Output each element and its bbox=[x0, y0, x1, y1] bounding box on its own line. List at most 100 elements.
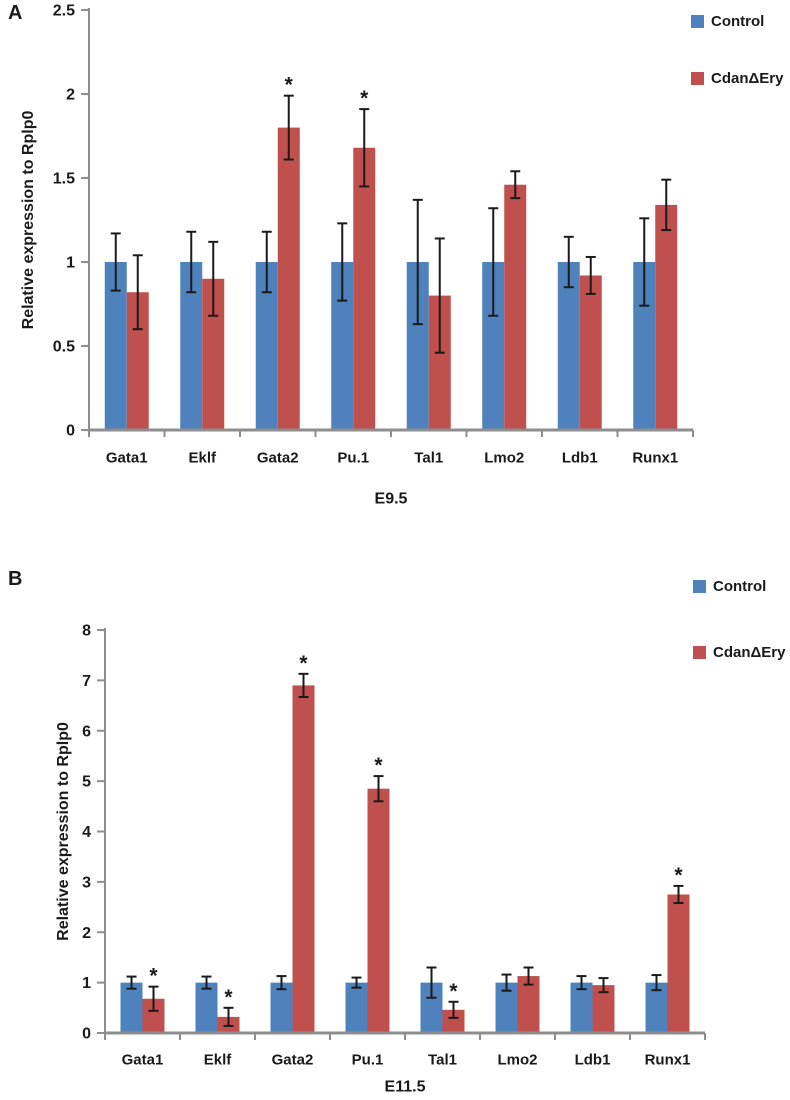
x-category-label-Ldb1: Ldb1 bbox=[575, 1051, 611, 1068]
y-tick-label-1: 1 bbox=[66, 255, 75, 272]
legend-label-cdan: CdanΔEry bbox=[711, 70, 784, 87]
bar-Control-Ldb1 bbox=[557, 262, 580, 430]
x-category-label-Gata1: Gata1 bbox=[106, 449, 148, 466]
y-tick-label-2: 2 bbox=[66, 87, 75, 104]
x-category-label-Eklf: Eklf bbox=[188, 449, 217, 466]
bar-Control-Tal1 bbox=[420, 982, 443, 1033]
bar-Control-Gata2 bbox=[270, 982, 293, 1033]
x-category-label-Gata2: Gata2 bbox=[272, 1051, 314, 1068]
legend-item-control: Control bbox=[691, 13, 783, 30]
bar-CdanΔEry-Lmo2 bbox=[517, 976, 540, 1033]
control-swatch-icon bbox=[693, 580, 706, 593]
legend-label-control: Control bbox=[711, 13, 765, 30]
significance-asterisk-CdanΔEry-Gata2: * bbox=[285, 74, 294, 97]
bar-Control-Pu.1 bbox=[345, 982, 368, 1033]
x-category-label-Gata2: Gata2 bbox=[257, 449, 299, 466]
x-axis-title: E11.5 bbox=[385, 1079, 426, 1096]
y-tick-label-4: 4 bbox=[82, 824, 91, 841]
bar-Control-Runx1 bbox=[645, 982, 668, 1033]
y-tick-label-0.5: 0.5 bbox=[53, 339, 75, 356]
error-bars-group: * * * * * * bbox=[126, 652, 684, 1027]
bar-CdanΔEry-Tal1 bbox=[442, 1009, 465, 1033]
bar-Control-Tal1 bbox=[406, 262, 429, 430]
bar-CdanΔEry-Tal1 bbox=[428, 295, 451, 430]
legend-item-cdan: CdanΔEry bbox=[691, 70, 783, 87]
y-tick-label-0: 0 bbox=[82, 1026, 91, 1043]
axes-group: 0 0.5 1 1.5 2 2.5 bbox=[53, 3, 694, 440]
bar-Control-Eklf bbox=[180, 262, 203, 430]
significance-asterisk-CdanΔEry-Gata1: * bbox=[149, 965, 158, 988]
y-tick-label-0: 0 bbox=[66, 423, 75, 440]
bar-CdanΔEry-Ldb1 bbox=[579, 275, 602, 430]
bar-CdanΔEry-Runx1 bbox=[655, 204, 678, 430]
panel-a-legend: Control CdanΔEry bbox=[691, 13, 783, 87]
bar-Control-Gata1 bbox=[104, 262, 127, 430]
bar-CdanΔEry-Pu.1 bbox=[353, 147, 376, 430]
cdan-swatch-icon bbox=[691, 72, 704, 85]
x-category-label-Eklf: Eklf bbox=[204, 1051, 233, 1068]
bar-CdanΔEry-Ldb1 bbox=[592, 985, 615, 1033]
x-axis-title: E9.5 bbox=[375, 491, 408, 508]
bar-Control-Ldb1 bbox=[570, 982, 593, 1033]
bar-CdanΔEry-Runx1 bbox=[667, 894, 690, 1033]
bar-Control-Eklf bbox=[195, 982, 218, 1033]
y-tick-label-7: 7 bbox=[82, 673, 91, 690]
legend-item-control: Control bbox=[693, 578, 785, 595]
bar-CdanΔEry-Eklf bbox=[202, 278, 225, 430]
axes-group: 0 1 2 3 4 5 6 7 8 bbox=[82, 623, 706, 1043]
bars-group bbox=[120, 685, 690, 1033]
bar-Control-Gata1 bbox=[120, 982, 143, 1033]
labels-group: Gata1 Eklf Gata2 Pu.1 Tal1 Lmo2 Ldb1 Runx1 E11.5… bbox=[55, 722, 690, 1096]
bar-CdanΔEry-Pu.1 bbox=[367, 788, 390, 1033]
significance-asterisk-CdanΔEry-Tal1: * bbox=[449, 980, 458, 1003]
x-category-label-Runx1: Runx1 bbox=[632, 449, 678, 466]
x-category-label-Lmo2: Lmo2 bbox=[484, 449, 524, 466]
bar-CdanΔEry-Gata2 bbox=[292, 685, 315, 1033]
panel-a-chart: 00.511.522.5**Gata1 Eklf Gata2 Pu.1 Tal1 Lmo2… bbox=[20, 3, 694, 508]
significance-asterisk-CdanΔEry-Gata2: * bbox=[299, 652, 308, 675]
x-category-label-Ldb1: Ldb1 bbox=[562, 449, 598, 466]
bar-CdanΔEry-Gata2 bbox=[277, 127, 300, 430]
bar-Control-Lmo2 bbox=[482, 262, 505, 430]
y-tick-label-1: 1 bbox=[82, 975, 91, 992]
bar-Control-Gata2 bbox=[255, 262, 278, 430]
error-bars-group: ** bbox=[110, 74, 672, 354]
y-tick-label-2.5: 2.5 bbox=[53, 3, 75, 20]
labels-group: Gata1 Eklf Gata2 Pu.1 Tal1 Lmo2 Ldb1 Runx1 E9.5 R… bbox=[20, 111, 678, 508]
legend-item-cdan: CdanΔEry bbox=[693, 644, 785, 661]
x-category-label-Pu.1: Pu.1 bbox=[352, 1051, 384, 1068]
legend-label-control: Control bbox=[713, 578, 767, 595]
x-category-label-Pu.1: Pu.1 bbox=[337, 449, 369, 466]
cdan-swatch-icon bbox=[693, 646, 706, 659]
x-category-label-Gata1: Gata1 bbox=[122, 1051, 164, 1068]
y-tick-label-3: 3 bbox=[82, 874, 91, 891]
x-category-label-Tal1: Tal1 bbox=[414, 449, 443, 466]
bar-CdanΔEry-Gata1 bbox=[142, 998, 165, 1033]
y-tick-label-6: 6 bbox=[82, 723, 91, 740]
legend-label-cdan: CdanΔEry bbox=[713, 644, 786, 661]
significance-asterisk-CdanΔEry-Pu.1: * bbox=[374, 754, 383, 777]
x-category-label-Runx1: Runx1 bbox=[645, 1051, 691, 1068]
panel-b-label: B bbox=[8, 568, 23, 590]
bar-Control-Pu.1 bbox=[331, 262, 354, 430]
significance-asterisk-CdanΔEry-Eklf: * bbox=[224, 986, 233, 1009]
y-tick-label-2: 2 bbox=[82, 925, 91, 942]
bar-Control-Runx1 bbox=[633, 262, 656, 430]
panel-b-chart: 0 1 2 3 4 5 6 7 8 * * * * * * Gata1 Eklf Gata2 Pu.1 Tal1 Lmo… bbox=[55, 623, 706, 1096]
bar-CdanΔEry-Gata1 bbox=[126, 292, 149, 430]
panel-b-legend: Control CdanΔEry bbox=[693, 578, 785, 661]
bar-CdanΔEry-Lmo2 bbox=[504, 184, 527, 430]
significance-asterisk-CdanΔEry-Runx1: * bbox=[674, 864, 683, 887]
bar-Control-Lmo2 bbox=[495, 982, 518, 1033]
y-axis-title: Relative expression to Rplp0 bbox=[20, 111, 37, 330]
y-tick-label-5: 5 bbox=[82, 774, 91, 791]
y-tick-label-8: 8 bbox=[82, 623, 91, 640]
x-category-label-Lmo2: Lmo2 bbox=[497, 1051, 537, 1068]
control-swatch-icon bbox=[691, 15, 704, 28]
y-tick-label-1.5: 1.5 bbox=[53, 171, 75, 188]
significance-asterisk-CdanΔEry-Pu.1: * bbox=[360, 87, 369, 110]
panel-a-label: A bbox=[8, 2, 23, 24]
bars-group bbox=[104, 127, 678, 430]
y-axis-title: Relative expression to Rplp0 bbox=[55, 722, 72, 941]
